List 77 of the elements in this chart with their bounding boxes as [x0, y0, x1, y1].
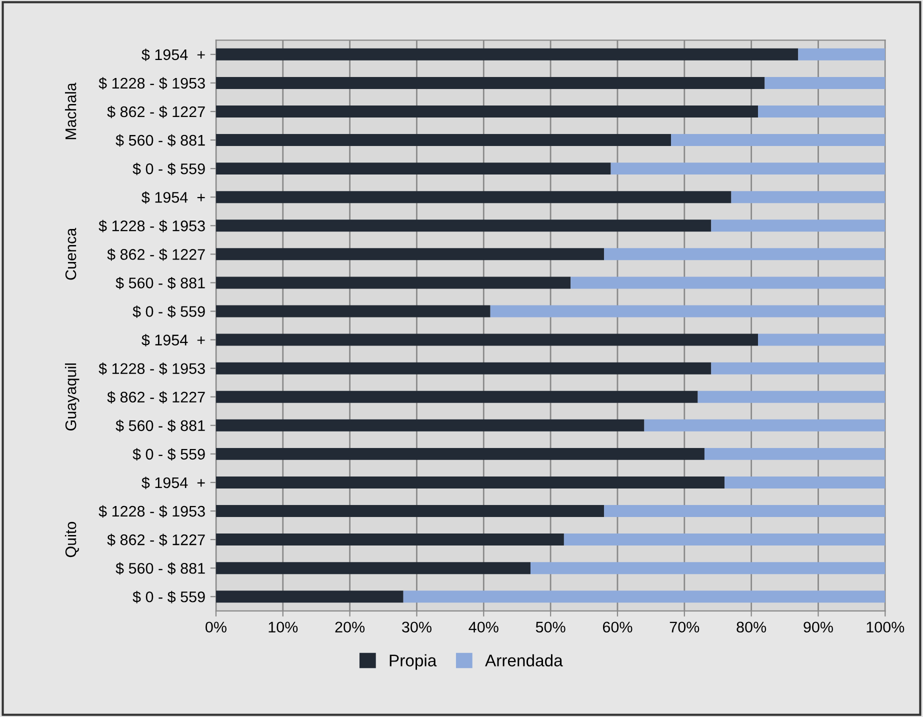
bar [216, 134, 672, 146]
bar [216, 305, 490, 318]
bar [564, 534, 886, 546]
y-tick-label: $ 0 - $ 559 [132, 305, 205, 318]
text: Quito [64, 522, 79, 558]
x-tick-label: 0% [206, 622, 226, 633]
bar [216, 590, 404, 603]
bar [758, 106, 886, 118]
bar [570, 276, 886, 289]
bar [403, 590, 886, 603]
bar [798, 48, 886, 60]
bar [216, 476, 725, 488]
bar [216, 248, 604, 260]
bar [704, 448, 886, 460]
bar [671, 134, 886, 146]
bar [216, 534, 564, 546]
y-tick-label: $ 1954 + [142, 334, 205, 346]
y-tick-label: $ 862 - $ 1227 [107, 534, 205, 546]
x-tick-label: 100% [866, 622, 904, 633]
bar [698, 390, 886, 403]
y-tick-label: $ 862 - $ 1227 [107, 391, 205, 404]
bar [711, 220, 886, 232]
bar [216, 419, 644, 432]
bar [731, 191, 886, 204]
x-tick-label: 70% [670, 622, 700, 633]
x-tick-label: 50% [536, 622, 566, 633]
bar [216, 48, 798, 60]
y-tick-label: $ 0 - $ 559 [132, 590, 205, 604]
bar [216, 220, 712, 232]
x-tick-label: 20% [335, 622, 365, 633]
text: Guayaquil [64, 363, 80, 430]
bar [216, 334, 758, 346]
bar [764, 76, 886, 89]
x-tick-label: 90% [804, 622, 833, 633]
y-tick-label: $ 1228 - $ 1953 [98, 77, 205, 90]
bar [216, 362, 712, 374]
y-tick-label: $ 1228 - $ 1953 [98, 220, 205, 232]
x-tick-label: 80% [736, 622, 766, 633]
bar [216, 276, 571, 289]
bar [610, 162, 886, 175]
bar [758, 334, 886, 346]
y-tick-label: $ 862 - $ 1227 [107, 106, 205, 118]
y-tick-label: $ 0 - $ 559 [132, 448, 205, 461]
y-tick-label: $ 1954 + [142, 191, 205, 204]
y-tick-label: $ 0 - $ 559 [132, 162, 205, 176]
bar [530, 562, 886, 574]
y-tick-label: $ 1954 + [142, 48, 205, 62]
y-tick-label: $ 560 - $ 881 [116, 562, 205, 575]
legend-label: Propia [390, 654, 437, 670]
x-tick-label: 30% [402, 622, 432, 633]
y-tick-label: $ 560 - $ 881 [116, 134, 205, 147]
y-tick-label: $ 1228 - $ 1953 [98, 362, 205, 375]
x-tick-label: 40% [468, 622, 498, 633]
bar [711, 362, 886, 374]
bar [490, 305, 886, 318]
text: Cuenca [65, 228, 76, 280]
bar [216, 390, 698, 403]
bar [216, 562, 530, 574]
bar [724, 476, 886, 488]
bar [604, 505, 886, 517]
bar [216, 505, 604, 517]
bar [604, 248, 886, 260]
bar [216, 162, 611, 175]
x-tick-label: 10% [268, 622, 298, 633]
y-tick-label: $ 560 - $ 881 [116, 276, 205, 290]
y-tick-label: $ 560 - $ 881 [116, 420, 205, 432]
bar [216, 76, 765, 89]
y-tick-label: $ 1954 + [142, 476, 205, 490]
legend-label: Arrendada [485, 654, 563, 666]
bar [216, 448, 704, 460]
y-tick-label: $ 1228 - $ 1953 [98, 505, 205, 518]
bar [216, 106, 758, 118]
x-tick-label: 60% [602, 622, 632, 633]
bar [216, 191, 732, 204]
y-tick-label: $ 862 - $ 1227 [107, 248, 205, 261]
bar [644, 419, 886, 432]
text: Machala [64, 82, 76, 140]
